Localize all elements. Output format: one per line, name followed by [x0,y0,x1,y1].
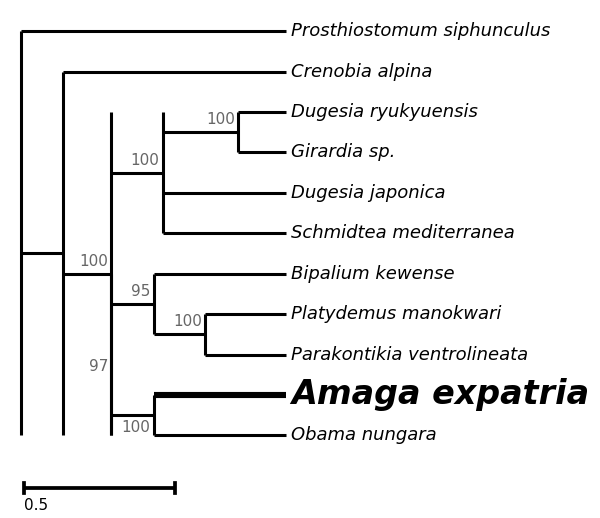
Text: Dugesia japonica: Dugesia japonica [291,184,445,202]
Text: Obama nungara: Obama nungara [291,426,436,444]
Text: Dugesia ryukyuensis: Dugesia ryukyuensis [291,103,478,121]
Text: Crenobia alpina: Crenobia alpina [291,63,432,80]
Text: Parakontikia ventrolineata: Parakontikia ventrolineata [291,346,528,364]
Text: Bipalium kewense: Bipalium kewense [291,265,454,283]
Text: Prosthiostomum siphunculus: Prosthiostomum siphunculus [291,22,550,40]
Text: Platydemus manokwari: Platydemus manokwari [291,305,501,323]
Text: Schmidtea mediterranea: Schmidtea mediterranea [291,224,515,242]
Text: 100: 100 [173,314,202,329]
Text: 100: 100 [79,254,109,269]
Text: 95: 95 [131,284,151,299]
Text: 97: 97 [89,359,109,375]
Text: 0.5: 0.5 [24,498,48,513]
Text: Girardia sp.: Girardia sp. [291,143,395,162]
Text: Amaga expatria: Amaga expatria [291,379,589,411]
Text: 100: 100 [131,153,160,168]
Text: 100: 100 [206,112,235,127]
Text: 100: 100 [122,420,151,435]
